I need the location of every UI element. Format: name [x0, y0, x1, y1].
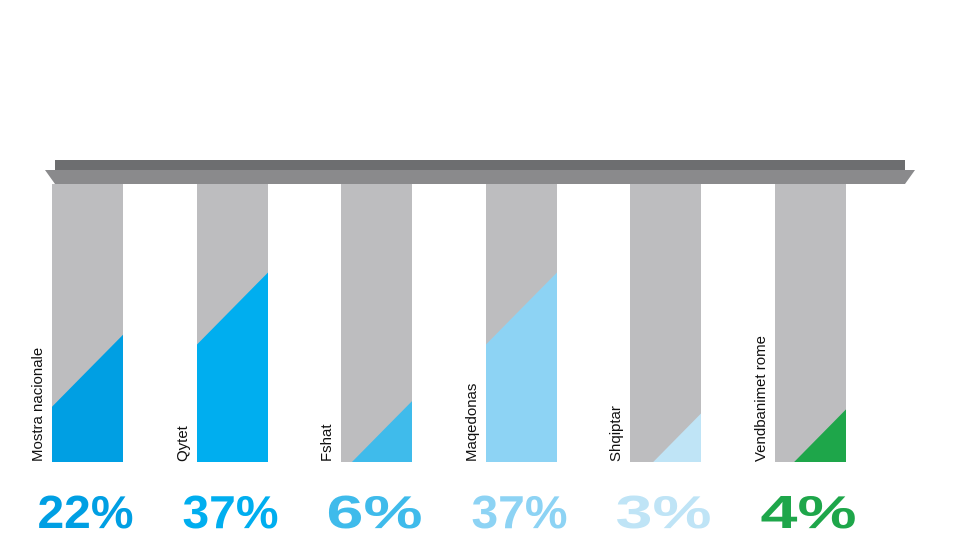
bar: [197, 272, 268, 462]
value-label: 37%: [183, 486, 279, 536]
category-label: Fshat: [318, 424, 335, 462]
category-label: Mostra nacionale: [29, 348, 46, 462]
category-label: Vendbanimet rome: [752, 336, 769, 462]
category-label: Shqiptar: [607, 406, 624, 462]
bar: [630, 413, 701, 462]
value-label: 22%: [38, 486, 134, 536]
category-label: Qytet: [174, 425, 191, 462]
value-label: 3%: [616, 486, 712, 536]
table-edge: [55, 160, 905, 170]
bar: [486, 272, 557, 462]
bar: [341, 401, 412, 462]
value-label: 37%: [472, 486, 568, 536]
category-label: Maqedonas: [463, 384, 480, 462]
bar: [52, 334, 123, 462]
column: [775, 184, 846, 462]
value-label: 6%: [327, 486, 423, 536]
table-top: [45, 170, 915, 184]
table: [45, 160, 915, 184]
value-label: 4%: [761, 486, 857, 536]
column: [630, 184, 701, 462]
bar: [775, 409, 846, 462]
